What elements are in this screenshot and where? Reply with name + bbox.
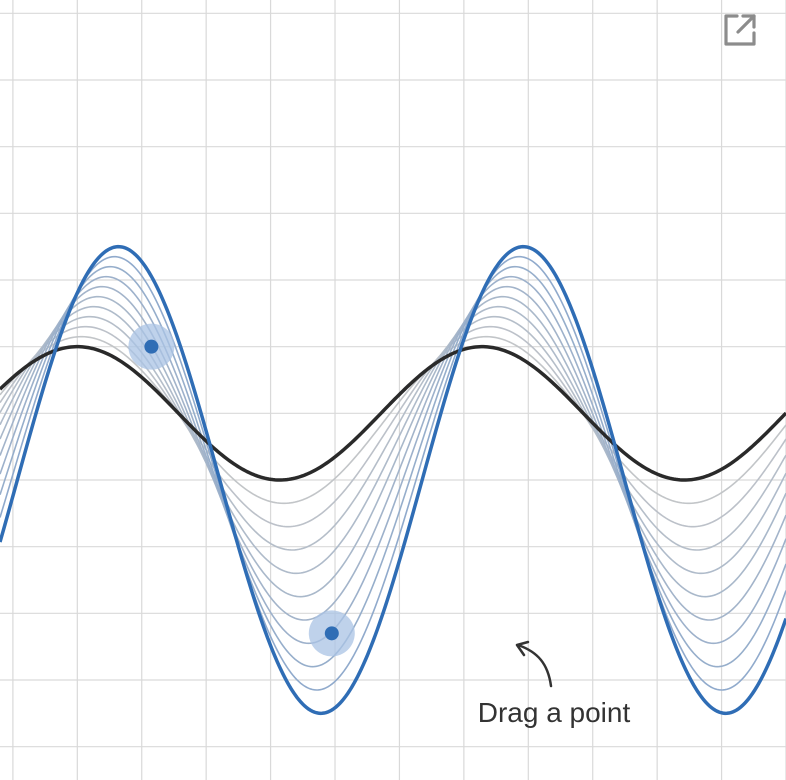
handle-dot[interactable] xyxy=(324,626,339,641)
target-sine-curve xyxy=(0,244,786,716)
drag-handles[interactable] xyxy=(128,323,355,657)
handle-upper-left[interactable] xyxy=(128,323,175,370)
expand-external-icon xyxy=(724,14,756,46)
expand-button[interactable] xyxy=(718,8,762,52)
handle-dot[interactable] xyxy=(144,339,159,354)
interpolated-curve xyxy=(0,315,786,551)
drag-hint: Drag a point xyxy=(478,640,631,728)
interpolated-curve xyxy=(0,295,786,598)
interpolated-curve xyxy=(0,265,786,668)
interpolated-curve xyxy=(0,305,786,575)
interpolated-curve xyxy=(0,325,786,528)
interpolated-curve xyxy=(0,275,786,645)
handle-trough[interactable] xyxy=(308,610,355,657)
interpolated-curve xyxy=(0,285,786,621)
interpolated-curve xyxy=(0,335,786,505)
arrow-head-icon xyxy=(515,640,530,657)
base-sine-curve xyxy=(0,344,786,482)
drag-hint-text: Drag a point xyxy=(478,697,631,728)
curved-arrow-icon xyxy=(516,643,553,688)
